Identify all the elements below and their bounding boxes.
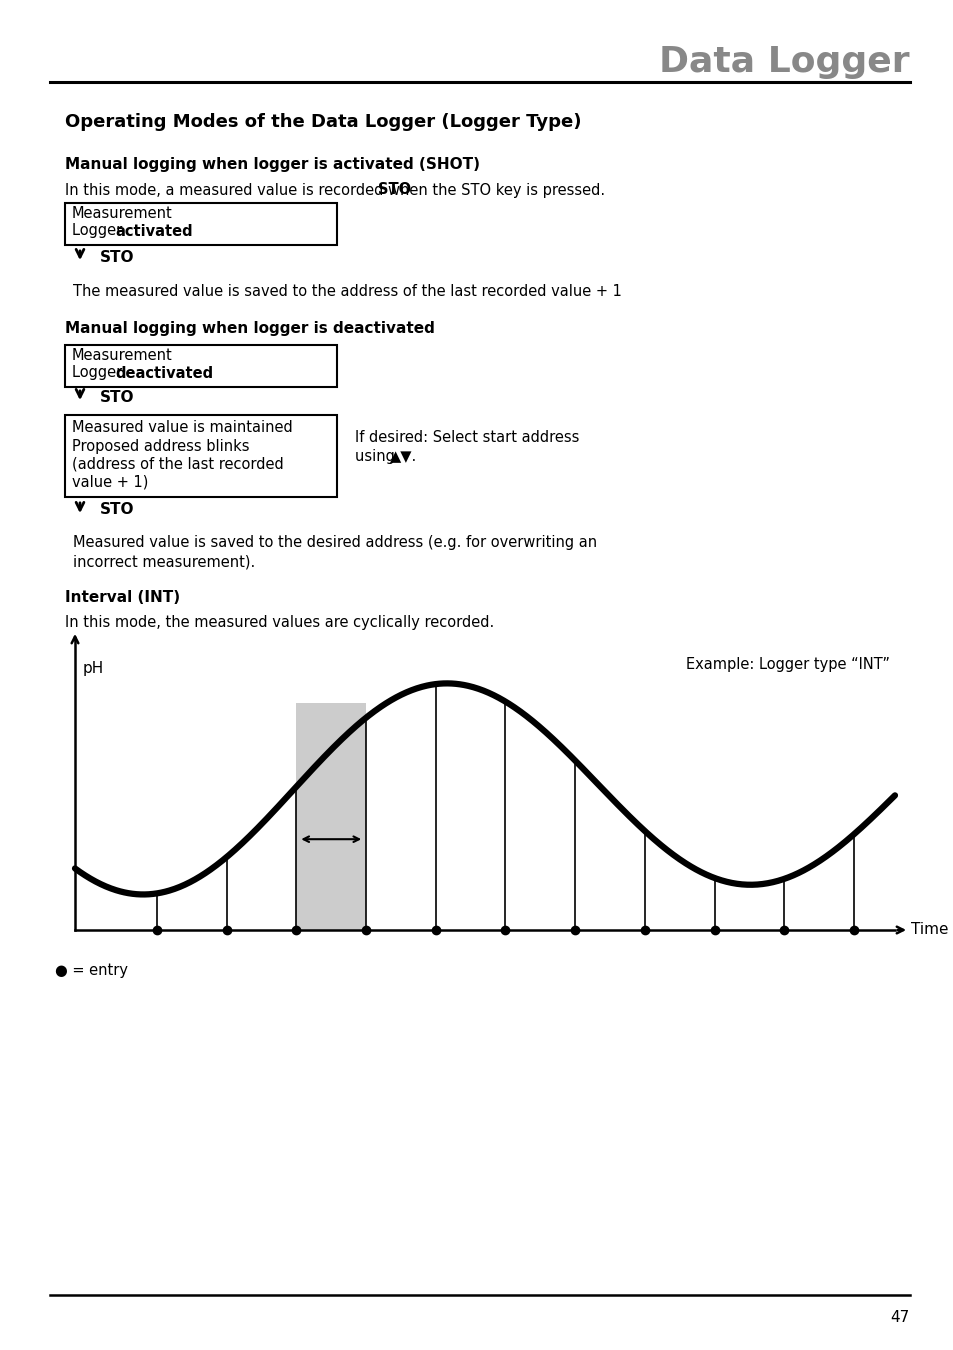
Text: Logger: Logger — [71, 366, 127, 381]
Text: (address of the last recorded: (address of the last recorded — [71, 456, 283, 471]
Text: Measurement: Measurement — [71, 347, 172, 363]
Bar — [296, 703, 366, 930]
Text: Time: Time — [910, 922, 947, 937]
Text: STO: STO — [100, 501, 134, 517]
Text: In this mode, a measured value is recorded when the STO key is pressed.: In this mode, a measured value is record… — [65, 182, 604, 197]
Text: If desired: Select start address: If desired: Select start address — [355, 429, 578, 444]
Text: Manual logging when logger is deactivated: Manual logging when logger is deactivate… — [65, 320, 435, 336]
Text: Measurement: Measurement — [71, 205, 172, 220]
Text: Data Logger: Data Logger — [659, 45, 909, 80]
Text: using: using — [355, 450, 399, 464]
Text: In this mode, the measured values are cyclically recorded.: In this mode, the measured values are cy… — [65, 614, 494, 629]
Text: pH: pH — [83, 660, 104, 675]
Text: STO: STO — [100, 250, 134, 265]
Text: Measured value is maintained: Measured value is maintained — [71, 420, 293, 436]
Text: ● = entry: ● = entry — [55, 963, 128, 977]
Text: ▲▼.: ▲▼. — [390, 450, 416, 464]
Text: Operating Modes of the Data Logger (Logger Type): Operating Modes of the Data Logger (Logg… — [65, 113, 581, 131]
Text: Example: Logger type “INT”: Example: Logger type “INT” — [685, 657, 889, 672]
Text: 47: 47 — [890, 1311, 909, 1326]
Text: Measured value is saved to the desired address (e.g. for overwriting an: Measured value is saved to the desired a… — [73, 536, 597, 551]
Text: incorrect measurement).: incorrect measurement). — [73, 555, 255, 570]
Bar — [65, 202, 336, 244]
Text: value + 1): value + 1) — [71, 474, 149, 490]
Text: deactivated: deactivated — [115, 366, 213, 381]
Text: Proposed address blinks: Proposed address blinks — [71, 439, 250, 454]
Text: Interval (INT): Interval (INT) — [65, 590, 180, 605]
Text: activated: activated — [115, 224, 193, 239]
Text: STO: STO — [100, 390, 134, 405]
Bar — [65, 346, 336, 387]
Text: The measured value is saved to the address of the last recorded value + 1: The measured value is saved to the addre… — [73, 285, 621, 300]
Text: STO: STO — [377, 182, 411, 197]
Text: Logger: Logger — [71, 224, 127, 239]
Bar — [65, 414, 336, 497]
Text: Manual logging when logger is activated (SHOT): Manual logging when logger is activated … — [65, 158, 479, 173]
